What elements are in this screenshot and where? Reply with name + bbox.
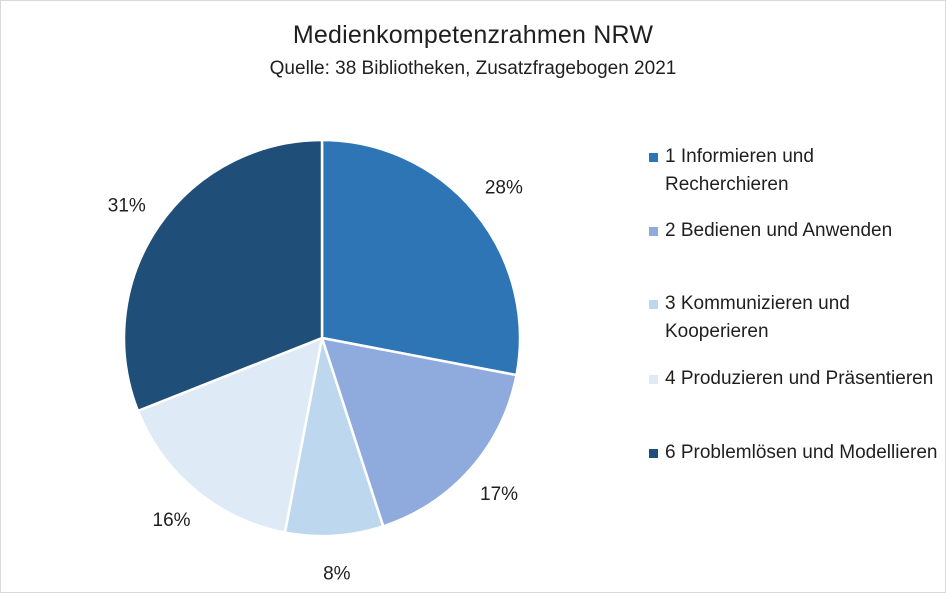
legend-swatch-3 <box>649 300 658 309</box>
legend-item-1: 1 Informieren und Recherchieren <box>649 143 939 199</box>
legend-swatch-5 <box>649 449 658 458</box>
legend-swatch-4 <box>649 375 658 384</box>
legend-label-2: 2 Bedienen und Anwenden <box>665 220 893 241</box>
pie-slice-4 <box>136 336 324 534</box>
legend-item-2: 2 Bedienen und Anwenden <box>649 217 939 245</box>
data-label-2: 17% <box>480 484 518 505</box>
legend-label-1: 1 Informieren und Recherchieren <box>665 146 814 195</box>
data-label-4: 16% <box>153 510 191 531</box>
legend-label-3: 3 Kommunizieren und Kooperieren <box>665 293 850 342</box>
pie-slice-3 <box>283 336 385 538</box>
legend-label-5: 6 Problemlösen und Modellieren <box>665 442 938 463</box>
pie-slice-5 <box>122 138 324 413</box>
data-label-5: 31% <box>108 195 146 216</box>
legend-item-5: 6 Problemlösen und Modellieren <box>649 439 939 467</box>
legend-swatch-1 <box>649 153 658 162</box>
legend-item-3: 3 Kommunizieren und Kooperieren <box>649 290 939 346</box>
data-label-3: 8% <box>323 564 351 585</box>
data-label-1: 28% <box>485 178 523 199</box>
legend-swatch-2 <box>649 227 658 236</box>
legend-item-4: 4 Produzieren und Präsentieren <box>649 365 939 393</box>
legend-label-4: 4 Produzieren und Präsentieren <box>665 368 934 389</box>
pie-slice-2 <box>320 336 518 528</box>
pie-slice-1 <box>320 138 522 377</box>
chart-title: Medienkompetenzrahmen NRW <box>292 21 654 49</box>
chart-subtitle: Quelle: 38 Bibliotheken, Zusatzfrageboge… <box>269 58 677 79</box>
